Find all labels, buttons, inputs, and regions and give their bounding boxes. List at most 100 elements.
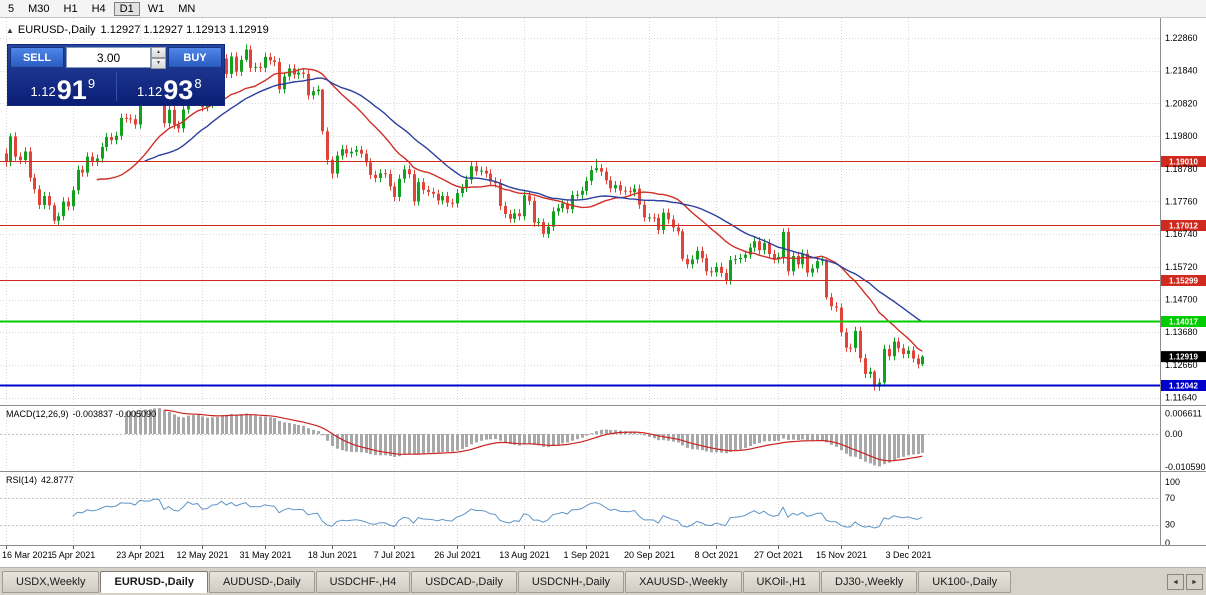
- chart-tabbar: USDX,Weekly EURUSD-,Daily AUDUSD-,Daily USD…: [0, 567, 1206, 595]
- svg-text:1.13680: 1.13680: [1165, 327, 1198, 337]
- svg-text:1.17760: 1.17760: [1165, 196, 1198, 206]
- tab-usdx-weekly[interactable]: USDX,Weekly: [2, 571, 100, 593]
- price-tag-1.14017: 1.14017: [1161, 316, 1206, 327]
- svg-text:1.18780: 1.18780: [1165, 164, 1198, 174]
- ma-slow-line: [144, 77, 923, 323]
- svg-text:20 Sep 2021: 20 Sep 2021: [624, 550, 675, 560]
- chart-title-row: ▲ EURUSD-,Daily 1.12927 1.12927 1.12913 1.…: [6, 24, 269, 36]
- timeframe-toolbar: 5 M30 H1 H4 D1 W1 MN: [0, 0, 1206, 18]
- sell-price-pip: 9: [87, 76, 96, 91]
- horizontal-lines: 1.19010 1.17012 1.15299 1.14017 1.12042 1.129…: [0, 156, 1206, 391]
- tab-audusd-daily[interactable]: AUDUSD-,Daily: [208, 571, 315, 593]
- candles-series: [5, 44, 924, 391]
- one-click-trading-panel: SELL ▲ ▼ BUY 1.12 91 9 1.12 93 8: [7, 44, 225, 106]
- sell-price-display[interactable]: 1.12 91 9: [10, 70, 116, 106]
- svg-text:27 Oct 2021: 27 Oct 2021: [754, 550, 803, 560]
- svg-text:30: 30: [1165, 520, 1175, 530]
- timeframe-mn[interactable]: MN: [178, 2, 196, 15]
- buy-button[interactable]: BUY: [168, 47, 222, 68]
- rsi-panel: 100 70 30 0: [0, 477, 1180, 548]
- timeframe-w1[interactable]: W1: [147, 2, 165, 15]
- timeframe-5[interactable]: 5: [8, 2, 15, 15]
- tab-ukoil-h1[interactable]: UKOil-,H1: [742, 571, 821, 593]
- macd-label: MACD(12,26,9) -0.003837 -0.005090: [6, 409, 157, 419]
- price-tag-1.12042: 1.12042: [1161, 380, 1206, 391]
- svg-text:1.12042: 1.12042: [1169, 382, 1198, 391]
- tab-eurusd-daily[interactable]: EURUSD-,Daily: [100, 571, 208, 593]
- price-divider: [115, 72, 117, 101]
- price-tag-1.15299: 1.15299: [1161, 275, 1206, 286]
- svg-text:1.14017: 1.14017: [1169, 318, 1198, 327]
- svg-text:1.21840: 1.21840: [1165, 66, 1198, 76]
- chart-grid: [0, 18, 1160, 545]
- panel-separators: [0, 18, 1206, 546]
- svg-text:0.006611: 0.006611: [1165, 408, 1202, 418]
- macd-panel: 0.006611 0.00 -0.010590: [0, 408, 1206, 472]
- volume-up-icon[interactable]: ▲: [151, 47, 166, 58]
- buy-price-pip: 8: [194, 76, 202, 91]
- tab-usdcad-daily[interactable]: USDCAD-,Daily: [411, 571, 517, 593]
- buy-price-big: 93: [163, 75, 194, 106]
- tab-dj30-weekly[interactable]: DJ30-,Weekly: [821, 571, 918, 593]
- svg-text:1.16740: 1.16740: [1165, 229, 1198, 239]
- tab-usdcnh-daily[interactable]: USDCNH-,Daily: [517, 571, 625, 593]
- timeframe-m30[interactable]: M30: [28, 2, 50, 15]
- svg-text:1.20820: 1.20820: [1165, 98, 1198, 108]
- rsi-line: [72, 498, 923, 529]
- collapse-trade-panel-icon[interactable]: ▲: [6, 26, 14, 35]
- price-tag-1.17012: 1.17012: [1161, 220, 1206, 231]
- chart-symbol-label: EURUSD-,Daily: [17, 24, 96, 36]
- chart-tabs: USDX,Weekly EURUSD-,Daily AUDUSD-,Daily USD…: [0, 568, 1206, 593]
- volume-control: ▲ ▼: [66, 47, 166, 69]
- svg-text:8 Oct 2021: 8 Oct 2021: [694, 550, 738, 560]
- svg-text:31 May 2021: 31 May 2021: [239, 550, 291, 560]
- timeframe-h4[interactable]: H4: [91, 2, 106, 15]
- svg-text:16 Mar 2021: 16 Mar 2021: [2, 550, 53, 560]
- timeframe-h1[interactable]: H1: [63, 2, 78, 15]
- price-tag-1.19010: 1.19010: [1161, 156, 1206, 167]
- svg-text:1.17012: 1.17012: [1169, 222, 1198, 231]
- svg-text:15 Nov 2021: 15 Nov 2021: [816, 550, 867, 560]
- svg-text:5 Apr 2021: 5 Apr 2021: [52, 550, 96, 560]
- svg-text:100: 100: [1165, 477, 1180, 487]
- ma-fast-line: [96, 67, 923, 352]
- chart-ohlc-values: 1.12927 1.12927 1.12913 1.12919: [100, 24, 269, 36]
- tabs-scroll-right-icon[interactable]: ►: [1186, 574, 1203, 590]
- volume-input[interactable]: [66, 47, 151, 68]
- rsi-label: RSI(14) 42.8777: [6, 475, 74, 485]
- svg-text:23 Apr 2021: 23 Apr 2021: [116, 550, 165, 560]
- tab-usdchf-h4[interactable]: USDCHF-,H4: [315, 571, 411, 593]
- svg-text:12 May 2021: 12 May 2021: [176, 550, 228, 560]
- svg-text:18 Jun 2021: 18 Jun 2021: [308, 550, 358, 560]
- buy-price-prefix: 1.12: [136, 84, 163, 99]
- svg-text:0: 0: [1165, 538, 1170, 548]
- tab-scroll-controls: ◄ ►: [1165, 574, 1203, 590]
- tabs-scroll-left-icon[interactable]: ◄: [1167, 574, 1184, 590]
- price-chart-canvas[interactable]: 1.190101.170121.152991.140171.120421.129…: [0, 0, 1206, 567]
- sell-button[interactable]: SELL: [10, 47, 64, 68]
- tab-xauusd-weekly[interactable]: XAUUSD-,Weekly: [625, 571, 742, 593]
- macd-signal-line: [163, 409, 923, 462]
- time-axis: 16 Mar 2021 5 Apr 2021 23 Apr 2021 12 May 2…: [2, 545, 932, 560]
- sell-price-prefix: 1.12: [30, 84, 56, 99]
- svg-text:1.12660: 1.12660: [1165, 360, 1198, 370]
- svg-text:1.19800: 1.19800: [1165, 131, 1198, 141]
- timeframe-d1[interactable]: D1: [113, 1, 140, 16]
- buy-price-display[interactable]: 1.12 93 8: [117, 70, 223, 106]
- tab-uk100-daily[interactable]: UK100-,Daily: [918, 571, 1012, 593]
- svg-text:1.19010: 1.19010: [1169, 158, 1198, 167]
- price-axis: 1.22860 1.21840 1.20820 1.19800 1.18780 1.177…: [1165, 33, 1198, 403]
- svg-text:1.14700: 1.14700: [1165, 295, 1198, 305]
- svg-text:70: 70: [1165, 493, 1175, 503]
- volume-down-icon[interactable]: ▼: [151, 58, 166, 69]
- current-price-tag: 1.12919: [1161, 351, 1206, 363]
- svg-text:1.15720: 1.15720: [1165, 262, 1198, 272]
- svg-text:0.00: 0.00: [1165, 429, 1183, 439]
- svg-text:-0.010590: -0.010590: [1165, 462, 1206, 472]
- sell-price-big: 91: [56, 75, 87, 106]
- svg-text:1.11640: 1.11640: [1165, 393, 1197, 403]
- svg-text:3 Dec 2021: 3 Dec 2021: [885, 550, 931, 560]
- svg-text:1 Sep 2021: 1 Sep 2021: [563, 550, 609, 560]
- svg-text:1.15299: 1.15299: [1169, 277, 1198, 286]
